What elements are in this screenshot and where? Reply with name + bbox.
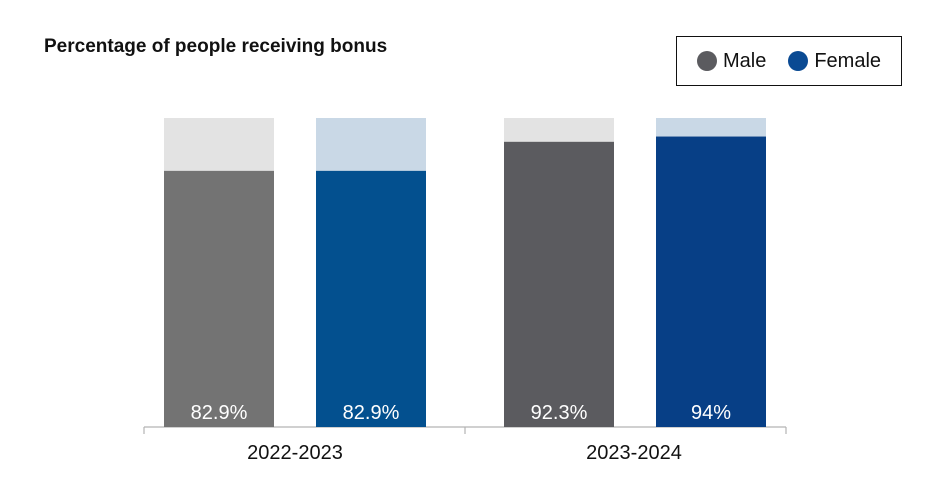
data-label-male-2022-2023: 82.9%	[191, 402, 248, 424]
bar-remainder-male-2022-2023	[164, 118, 274, 171]
chart-title: Percentage of people receiving bonus	[44, 36, 388, 57]
legend-label-female: Female	[814, 49, 882, 72]
legend-swatch-female	[788, 51, 809, 71]
data-label-male-2023-2024: 92.3%	[531, 402, 588, 424]
legend-item-male: Male	[696, 49, 767, 73]
x-tick-label-2023-2024: 2023-2024	[586, 442, 682, 464]
legend-label-male: Male	[722, 49, 767, 72]
bar-female-2022-2023	[316, 170, 426, 428]
data-label-female-2022-2023: 82.9%	[343, 402, 400, 424]
data-label-female-2023-2024: 94%	[691, 402, 731, 424]
legend-swatch-male	[696, 51, 717, 71]
x-tick-label-2022-2023: 2022-2023	[247, 442, 343, 464]
legend: Male Female	[676, 36, 902, 86]
bar-male-2023-2024	[504, 141, 614, 427]
bar-remainder-female-2023-2024	[656, 118, 766, 137]
bar-remainder-male-2023-2024	[504, 118, 614, 142]
bar-male-2022-2023	[164, 170, 274, 428]
bar-female-2023-2024	[656, 136, 766, 428]
legend-item-female: Female	[788, 50, 881, 73]
bar-remainder-female-2022-2023	[316, 118, 426, 171]
